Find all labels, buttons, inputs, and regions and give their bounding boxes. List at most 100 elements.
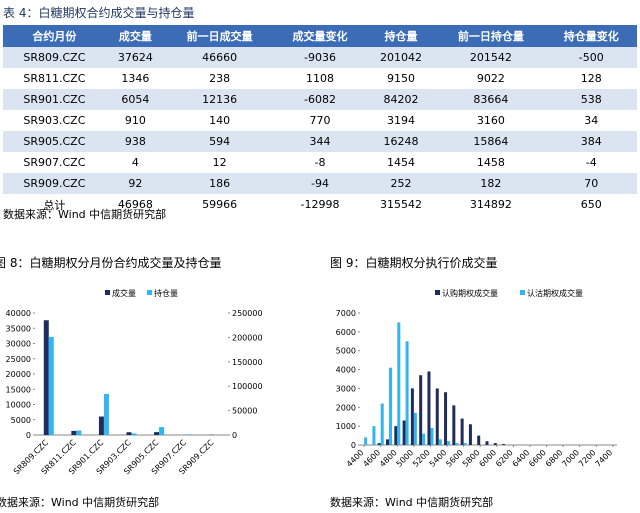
bar [377,443,381,445]
y-tick-label: 30000 [6,340,31,349]
y2-tick-label: 0 [232,431,237,440]
table-cell: 910 [124,114,146,127]
y-tick-label: 2000 [336,403,356,412]
bar [430,428,434,445]
table-cell: 3160 [476,114,505,127]
x-tick-label: 4800 [378,448,399,469]
bar [427,371,431,445]
bar [48,336,54,435]
table-cell: 128 [580,72,602,85]
bar [413,412,417,445]
table-cell: 34 [584,114,599,127]
table-cell: SR901.CZC [3,89,106,110]
table-cell: 344 [274,131,366,152]
table-cell: 3194 [387,114,416,127]
bar [402,420,406,445]
table-row: SR905.CZC 938 594 344 16248 15864 384 [3,131,637,152]
table-cell: 594 [165,131,275,152]
bar [103,393,109,435]
table-cell: 182 [436,173,546,194]
table-cell: 12 [212,156,227,169]
x-tick-label: 5400 [428,448,449,469]
table-cell: 384 [545,131,637,152]
table-cell: 201542 [436,47,546,68]
x-tick-label: 4600 [361,448,382,469]
table-cell: -500 [545,47,637,68]
y2-tick-label: 100000 [232,382,263,391]
bar [422,433,426,445]
header-cell: 合约月份 [3,25,106,47]
y-tick-label: 15000 [6,385,31,394]
header-cell: 前一日持仓量 [436,25,546,47]
legend-swatch [147,290,152,295]
y2-tick-label: 150000 [232,358,263,367]
x-tick-label: 7000 [560,448,581,469]
table-cell: 4 [131,156,139,169]
y-tick-label: 40000 [6,309,31,318]
bar [159,427,165,435]
table-cell: 59966 [202,198,238,211]
y-tick-label: 6000 [336,328,356,337]
table-cell: 1458 [476,156,505,169]
y-tick-label: 5000 [11,416,31,425]
bar [394,426,398,445]
x-tick-label: 5200 [411,448,432,469]
table-cell: 46968 [117,198,153,211]
bar [410,388,414,445]
table-cell: 1346 [121,72,150,85]
table-cell: 46660 [165,47,275,68]
x-tick-label: 7400 [594,448,615,469]
table-row: SR901.CZC 6054 12136 -6082 84202 83664 538 [3,89,637,110]
header-cell: 成交量变化 [274,25,366,47]
legend-swatch [520,290,525,295]
bar [186,434,192,435]
y-tick-label: 5000 [336,347,356,356]
bar [131,433,137,435]
table-cell: 84202 [365,89,437,110]
table-cell: 315542 [380,198,423,211]
table-row: SR809.CZC 37624 46660 -9036 201042 201542 -500 [3,47,637,68]
source-note: 数据来源：Wind 中信期货研究部 [0,496,160,509]
table-cell: 1108 [305,72,334,85]
source-note: 数据来源：Wind 中信期货研究部 [3,208,167,221]
bar [455,443,459,445]
x-tick-label: 5000 [395,448,416,469]
y-tick-label: 4000 [336,366,356,375]
table-cell: 70 [545,173,637,194]
x-tick-label: 6000 [477,448,498,469]
bar [386,439,390,445]
bar [502,444,506,445]
table-cell: -8 [314,156,326,169]
chart-title: 图 8：白糖期权分月份合约成交量及持仓量 [0,256,222,270]
x-tick-label: 6400 [511,448,532,469]
table-cell: SR811.CZC [23,72,86,85]
data-table: 合约月份 成交量 前一日成交量 成交量变化 持仓量 前一日持仓量 持仓量变化 SR809.CZ… [3,25,637,215]
table-cell: 37624 [105,47,166,68]
bar [452,405,456,445]
bar [468,424,472,445]
table-cell: SR909.CZC [3,173,106,194]
table-cell: 201042 [365,47,437,68]
bar [438,439,442,445]
x-tick-label: 5800 [461,448,482,469]
table-cell: 9022 [476,72,505,85]
x-tick-label: 4400 [345,448,366,469]
bar [76,430,82,435]
table-cell: 140 [209,114,231,127]
legend-swatch [105,290,110,295]
table-cell: 16248 [365,131,437,152]
bar [43,320,49,435]
x-tick-label: 6600 [527,448,548,469]
bar [444,392,448,445]
table-cell: 总计 [43,198,66,212]
legend-label: 认购期权成交量 [442,288,498,298]
table-cell: 1454 [387,156,416,169]
table-title: 表 4：白糖期权合约成交量与持仓量 [3,6,195,20]
table-cell: 186 [165,173,275,194]
y-tick-label: 7000 [336,309,356,318]
y2-tick-label: 200000 [232,333,263,342]
x-tick-label: 5600 [444,448,465,469]
bar [477,435,481,445]
table-cell: 9150 [387,72,416,85]
